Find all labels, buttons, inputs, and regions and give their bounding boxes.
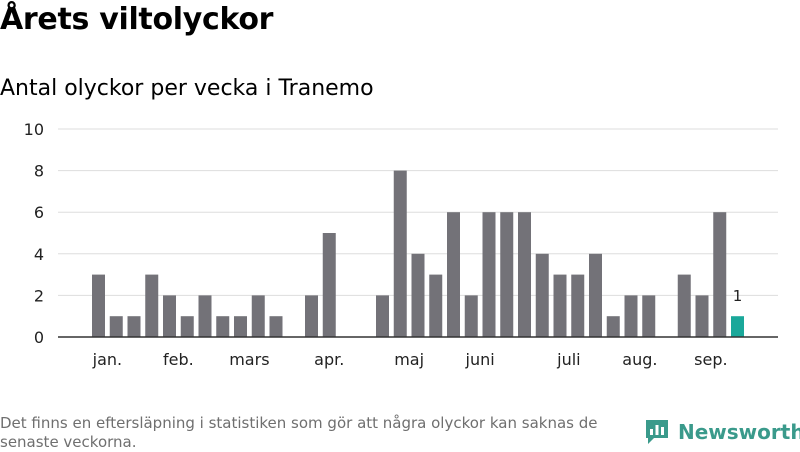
bar — [464, 295, 478, 337]
bar — [677, 274, 691, 337]
bar — [269, 316, 283, 337]
bar — [571, 274, 585, 337]
x-month-label: jan. — [92, 350, 122, 369]
x-month-label: apr. — [314, 350, 344, 369]
bar — [234, 316, 247, 337]
bar — [713, 212, 727, 337]
chart-subtitle: Antal olyckor per vecka i Tranemo — [0, 76, 374, 101]
bar — [92, 274, 105, 337]
brand-name: Newsworthy — [678, 420, 800, 444]
bar — [411, 253, 425, 337]
x-month-label: mars — [229, 350, 269, 369]
y-tick-label: 6 — [34, 203, 44, 222]
y-tick-label: 8 — [34, 162, 44, 181]
bar-layer: 1 — [92, 170, 744, 337]
bar — [482, 212, 496, 337]
x-month-label: maj — [394, 350, 424, 369]
bar — [109, 316, 123, 337]
x-month-label: aug. — [622, 350, 657, 369]
bar — [553, 274, 567, 337]
bar — [447, 212, 460, 337]
x-month-label: juli — [556, 350, 580, 369]
bar — [376, 295, 389, 337]
bar — [251, 295, 265, 337]
x-month-label: feb. — [163, 350, 194, 369]
x-month-label: juni — [465, 350, 495, 369]
bar — [145, 274, 159, 337]
y-tick-label: 0 — [34, 328, 44, 347]
highlighted-bar — [731, 316, 744, 337]
bar — [198, 295, 212, 337]
bar — [216, 316, 230, 337]
bar — [127, 316, 141, 337]
y-tick-label: 4 — [34, 245, 44, 264]
bar — [163, 295, 176, 337]
bar — [624, 295, 638, 337]
bar-chart-logo-icon — [646, 420, 668, 444]
bar — [695, 295, 709, 337]
grid-layer — [58, 128, 778, 296]
bar — [642, 295, 656, 337]
bar — [518, 212, 531, 337]
x-month-label: sep. — [694, 350, 727, 369]
bar — [393, 170, 407, 337]
bar — [535, 253, 549, 337]
footnote: Det finns en eftersläpning i statistiken… — [0, 414, 598, 451]
y-tick-label: 10 — [24, 120, 44, 139]
bar — [305, 295, 318, 337]
y-tick-label: 2 — [34, 286, 44, 305]
axis-layer: 0 2 4 6 8 10 jan. feb. mars apr. maj juni juli aug. se… — [24, 120, 778, 369]
bar-value-label: 1 — [733, 287, 743, 305]
bar — [589, 253, 602, 337]
chart-title: Årets viltolyckor — [0, 2, 274, 37]
bar — [500, 212, 514, 337]
bar — [322, 233, 336, 337]
bar — [606, 316, 620, 337]
newsworthy-logo[interactable]: Newsworthy — [644, 418, 800, 446]
bar — [180, 316, 194, 337]
bar-chart: 1 0 2 4 6 8 10 jan. feb. mars apr. maj juni juli aug.… — [24, 120, 778, 369]
bar — [429, 274, 443, 337]
